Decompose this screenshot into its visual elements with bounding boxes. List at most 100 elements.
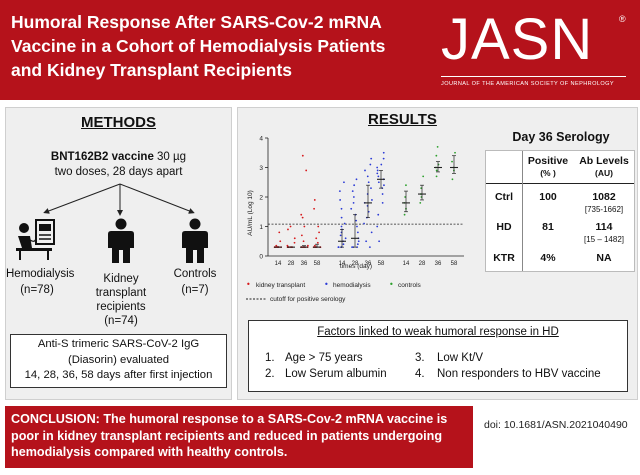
assay-box: Anti-S trimeric SARS-CoV-2 IgG (Diasorin… (10, 334, 227, 388)
row-range: [735-1662] (584, 205, 624, 214)
data-point (278, 231, 281, 234)
data-point (370, 157, 373, 160)
data-point (340, 207, 343, 210)
title-line: Vaccine in a Cohort of Hemodialysis Pati… (11, 36, 386, 56)
data-point (317, 225, 320, 228)
y-tick-label: 3 (259, 165, 263, 172)
control-person-icon (182, 218, 208, 263)
y-tick-label: 1 (259, 224, 263, 231)
group-label-transplant: Kidney transplant recipients (n=74) (86, 272, 156, 328)
group-label-line: recipients (96, 301, 146, 313)
data-point (343, 222, 346, 225)
x-tick-label: 58 (378, 261, 385, 267)
data-point (368, 246, 371, 249)
data-point (420, 187, 423, 190)
data-point (339, 199, 342, 201)
data-point (356, 225, 358, 228)
x-tick-label: 58 (314, 261, 321, 267)
data-point (436, 145, 439, 148)
data-point (376, 169, 379, 172)
data-point (378, 240, 381, 243)
row-range: [15 – 1482] (583, 235, 625, 244)
data-point (404, 196, 407, 198)
conclusion-banner: CONCLUSION: The humoral response to a SA… (5, 406, 473, 468)
data-point (287, 228, 289, 231)
factor-num: 2. (265, 368, 275, 380)
data-point (350, 207, 353, 210)
factors-box: Factors linked to weak humoral response … (248, 320, 628, 392)
data-point (313, 199, 316, 201)
serology-table: Positive (% ) Ab Levels (AU) Ctrl 100 10… (485, 150, 635, 272)
legend-kidney: kidney transplant (256, 282, 305, 289)
serology-scatter-chart: AU/mL (Log 10) times (day) • kidney tran… (246, 136, 464, 303)
data-point (293, 241, 296, 244)
data-point (454, 151, 456, 154)
results-title: RESULTS (368, 111, 437, 128)
row-positive: 4% (540, 252, 556, 264)
logo-text: JASN (441, 7, 594, 72)
data-point (363, 222, 365, 225)
data-point (356, 243, 359, 246)
factor-text: Non responders to HBV vaccine (437, 368, 601, 380)
data-point (370, 187, 372, 190)
group-label-line: Kidney (103, 273, 139, 285)
data-point (435, 154, 438, 157)
col-positive-unit: (% ) (540, 168, 556, 178)
x-tick-label: 28 (419, 261, 426, 267)
data-point (337, 246, 340, 249)
data-point (383, 184, 385, 187)
data-point (293, 237, 296, 240)
data-point (381, 202, 384, 204)
doi-link[interactable]: doi: 10.1681/ASN.2021040490 (484, 419, 628, 431)
x-tick-label: 28 (288, 261, 295, 267)
legend-cutoff: cutoff for positive serology (270, 296, 346, 303)
x-tick-label: 28 (352, 261, 359, 267)
logo-divider (441, 76, 626, 77)
group-n-hemodialysis: (n=78) (20, 284, 54, 296)
legend-ctrl: controls (398, 282, 422, 289)
row-ab: NA (596, 252, 612, 264)
data-point (289, 225, 292, 228)
y-tick-label: 0 (259, 254, 263, 261)
data-point (352, 196, 355, 198)
data-point (313, 244, 316, 247)
conclusion-text: CONCLUSION: The humoral response to a SA… (11, 412, 448, 459)
methods-panel: METHODS BNT162B2 vaccine 30 µg two doses… (5, 107, 232, 400)
group-label-hemodialysis: Hemodialysis (6, 268, 75, 280)
data-point (279, 240, 282, 243)
data-point (313, 207, 315, 210)
data-point (382, 151, 385, 154)
data-point (306, 244, 309, 247)
data-point (376, 166, 379, 169)
data-point (435, 175, 438, 178)
factors-title: Factors linked to weak humoral response … (317, 326, 559, 338)
data-point (376, 172, 379, 175)
vaccine-dose: 30 µg (153, 151, 187, 163)
article-title: Humoral Response After SARS-Cov-2 mRNA V… (11, 10, 431, 82)
data-point (365, 240, 368, 243)
row-group: KTR (493, 252, 515, 264)
row-positive: 100 (539, 191, 557, 203)
legend-marker-kidney: • (246, 280, 251, 289)
logo-subtitle: JOURNAL OF THE AMERICAN SOCIETY OF NEPHR… (441, 81, 614, 87)
factor-num: 3. (415, 352, 425, 364)
data-point (318, 231, 320, 234)
data-point (340, 225, 343, 228)
chart-legend: • kidney transplant • hemodialysis • con… (246, 280, 422, 303)
row-ab: 1082 (592, 191, 616, 203)
x-tick-label: 36 (365, 261, 372, 267)
data-point (370, 231, 373, 234)
group-n-transplant: (n=74) (104, 315, 138, 327)
header-banner: Humoral Response After SARS-Cov-2 mRNA V… (0, 0, 640, 100)
results-panel: RESULTS AU/mL (Log 10) times (day) • kid… (237, 107, 638, 400)
vaccine-name: BNT162B2 vaccine (50, 151, 154, 163)
factor-num: 1. (265, 352, 275, 364)
assay-line: 14, 28, 36, 58 days after first injectio… (24, 369, 213, 381)
data-point (275, 244, 278, 247)
x-tick-label: 58 (451, 261, 458, 267)
data-point (364, 169, 366, 172)
factor-text: Low Serum albumin (285, 368, 387, 380)
data-point (340, 216, 343, 219)
data-point (302, 240, 305, 243)
legend-marker-ctrl: • (389, 280, 394, 289)
